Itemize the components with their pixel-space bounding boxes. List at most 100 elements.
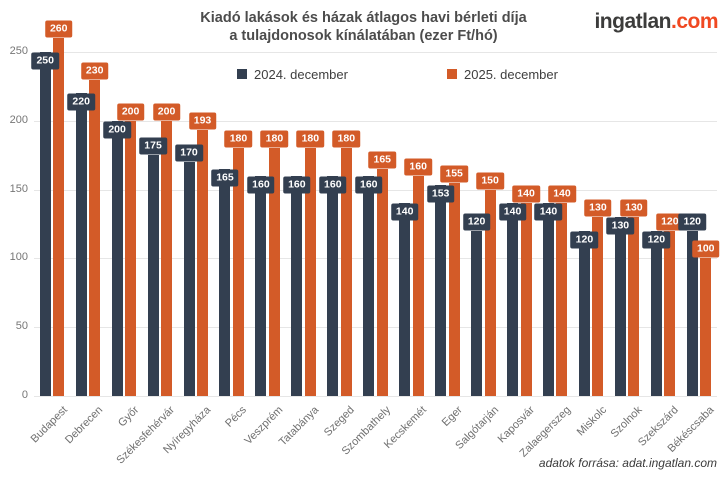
bar-value-label-2025: 193 <box>188 112 217 130</box>
bar-value-label-2025: 120 <box>656 213 684 231</box>
data-source-note: adatok forrása: adat.ingatlan.com <box>538 456 717 470</box>
bar-2024 <box>363 175 375 396</box>
bar-2025 <box>484 189 496 396</box>
x-axis-label: Pécs <box>223 404 250 430</box>
bar-value-label-2025: 180 <box>260 130 289 148</box>
bar-2025 <box>340 148 352 396</box>
legend-label-2024: 2024. december <box>254 66 348 82</box>
bar-value-label-2024: 120 <box>678 213 707 231</box>
bar-value-label-2025: 180 <box>296 130 325 148</box>
x-axis-label: Eger <box>439 404 465 429</box>
bar-2025 <box>592 217 604 396</box>
bar-2025 <box>664 230 676 396</box>
bar-value-label-2025: 180 <box>332 130 361 148</box>
bar-2024 <box>614 217 626 396</box>
bar-value-label-2025: 230 <box>80 62 109 80</box>
bar-value-label-2024: 120 <box>570 231 599 249</box>
bar-2025 <box>197 130 208 396</box>
bar-value-label-2024: 140 <box>390 203 419 221</box>
x-axis-label: Debrecen <box>63 404 106 447</box>
bar-2025 <box>520 203 532 396</box>
bar-2024 <box>219 168 231 396</box>
bar-value-label-2024: 153 <box>426 185 455 203</box>
bar-2024 <box>147 155 159 396</box>
bar-value-label-2024: 160 <box>354 176 383 194</box>
bar-value-label-2025: 260 <box>44 20 73 38</box>
bar-value-label-2024: 200 <box>103 121 131 139</box>
legend-item-2024: 2024. december <box>237 66 348 82</box>
bar-value-label-2024: 220 <box>67 93 95 111</box>
logo-brand-text: ingatlan <box>594 10 671 33</box>
bar-value-label-2024: 120 <box>462 213 491 231</box>
y-axis-tick: 100 <box>9 251 28 264</box>
bar-value-label-2025: 200 <box>116 103 145 121</box>
y-axis-tick: 50 <box>15 320 28 333</box>
y-gridline <box>34 396 717 397</box>
bar-value-label-2025: 100 <box>692 240 720 258</box>
bar-value-label-2025: 155 <box>440 165 468 183</box>
bar-2024 <box>399 203 411 396</box>
legend-swatch-2024 <box>237 69 247 79</box>
bar-2024 <box>507 203 519 396</box>
bar-2025 <box>700 258 712 396</box>
bar-value-label-2025: 200 <box>152 103 181 121</box>
bar-2024 <box>650 230 662 396</box>
bar-value-label-2024: 250 <box>31 52 59 70</box>
bar-value-label-2024: 160 <box>283 176 311 194</box>
ingatlan-logo: ingatlan.com <box>594 10 718 34</box>
chart-title-line1: Kiadó lakások és házak átlagos havi bérl… <box>200 10 527 26</box>
bar-2025 <box>448 182 460 396</box>
x-axis-label: Budapest <box>28 404 70 446</box>
bar-2025 <box>304 148 316 396</box>
y-axis-tick: 200 <box>9 113 28 126</box>
bar-value-label-2025: 130 <box>620 199 648 217</box>
bar-2024 <box>111 120 123 396</box>
bar-2024 <box>578 230 590 396</box>
bar-value-label-2025: 150 <box>476 172 504 190</box>
x-axis-label: Szeged <box>322 404 358 439</box>
bar-value-label-2024: 170 <box>175 144 203 162</box>
bar-value-label-2024: 120 <box>642 231 671 249</box>
bar-value-label-2024: 140 <box>534 203 563 221</box>
legend-swatch-2025 <box>447 69 457 79</box>
bar-2025 <box>53 38 65 396</box>
bar-2025 <box>161 120 173 396</box>
bar-2024 <box>435 185 447 396</box>
bar-value-label-2025: 140 <box>512 185 540 203</box>
bar-2025 <box>89 79 101 396</box>
bar-2024 <box>327 175 339 396</box>
bar-value-label-2025: 160 <box>404 158 432 176</box>
chart-title: Kiadó lakások és házak átlagos havi bérl… <box>0 9 727 45</box>
y-axis-tick: 0 <box>21 389 28 401</box>
y-gridline <box>34 327 717 329</box>
y-gridline <box>34 52 717 53</box>
y-axis-tick: 150 <box>9 182 28 195</box>
bar-value-label-2024: 140 <box>498 203 527 221</box>
bar-2025 <box>125 120 137 396</box>
x-axis-label: Győr <box>116 404 142 430</box>
bar-2025 <box>412 175 424 396</box>
bar-value-label-2025: 140 <box>548 185 576 203</box>
bar-2025 <box>376 168 388 396</box>
bar-2024 <box>686 230 698 396</box>
y-gridline <box>34 120 717 122</box>
bar-value-label-2024: 160 <box>247 176 275 194</box>
bar-value-label-2024: 130 <box>606 217 635 235</box>
legend-label-2025: 2025. december <box>464 66 558 82</box>
logo-tld-text: .com <box>670 10 719 33</box>
x-axis-label: Miskolc <box>574 404 609 439</box>
bar-value-label-2025: 180 <box>224 130 253 148</box>
bar-2025 <box>232 148 244 396</box>
bar-value-label-2025: 130 <box>584 199 612 217</box>
bar-2025 <box>628 217 640 396</box>
y-axis-tick: 250 <box>9 45 28 57</box>
bar-2024 <box>255 175 267 396</box>
bar-value-label-2024: 160 <box>319 176 347 194</box>
bar-2024 <box>75 93 87 396</box>
legend-item-2025: 2025. december <box>447 66 558 82</box>
bar-value-label-2024: 165 <box>211 169 239 187</box>
bar-value-label-2025: 165 <box>368 151 397 169</box>
y-gridline <box>34 258 717 260</box>
bar-value-label-2024: 175 <box>139 137 167 155</box>
